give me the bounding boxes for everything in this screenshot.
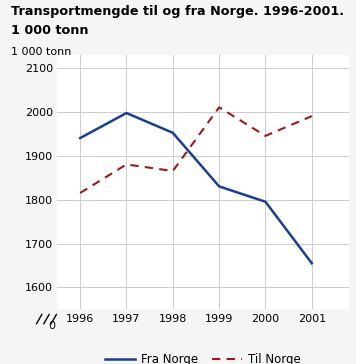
Text: 0: 0 — [48, 321, 56, 331]
Legend: Fra Norge, Til Norge: Fra Norge, Til Norge — [101, 348, 305, 364]
Text: Transportmengde til og fra Norge. 1996-2001.: Transportmengde til og fra Norge. 1996-2… — [11, 5, 344, 19]
Text: 1 000 tonn: 1 000 tonn — [11, 24, 88, 37]
Text: 1 000 tonn: 1 000 tonn — [11, 47, 71, 56]
